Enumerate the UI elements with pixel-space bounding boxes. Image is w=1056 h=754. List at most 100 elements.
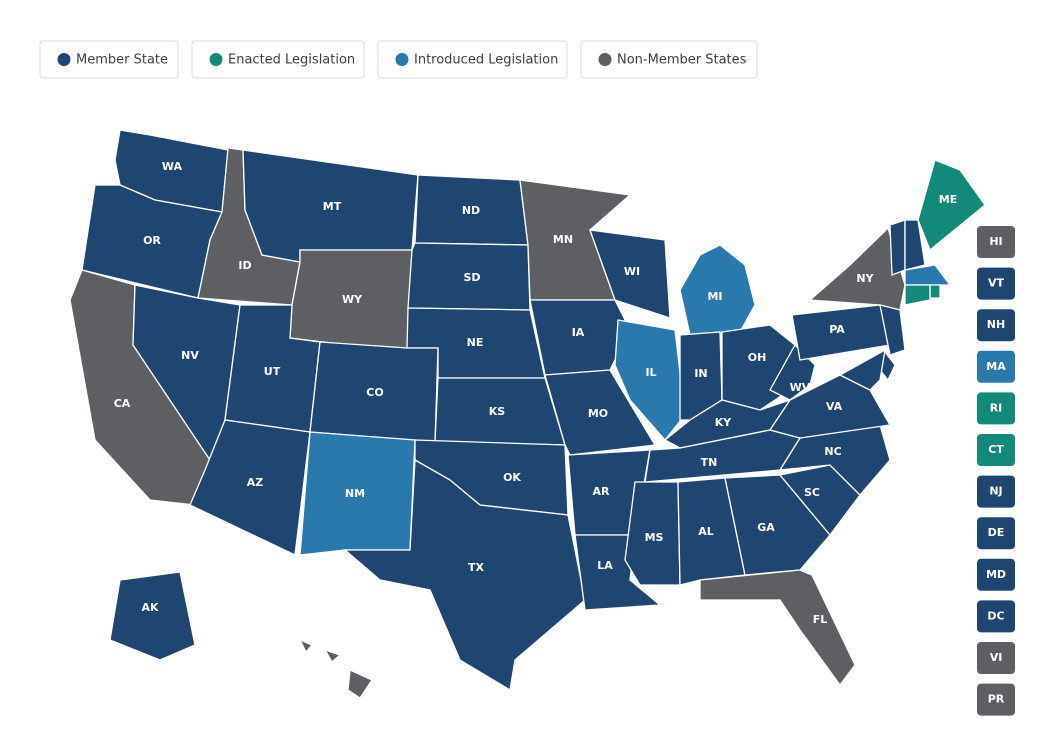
side-button[interactable]: NH [977,309,1015,342]
state-shape[interactable] [624,481,681,586]
side-button[interactable]: NJ [977,475,1015,508]
state-shape[interactable] [589,229,671,319]
state-shape[interactable] [904,284,931,306]
state-label: AK [141,601,159,614]
state-label: OK [503,471,521,484]
state-label: NC [824,445,841,458]
side-button[interactable]: MD [977,558,1015,591]
state-shape[interactable] [889,219,906,276]
side-button[interactable]: MA [977,350,1015,383]
state-label: CA [114,397,131,410]
state-shape[interactable] [109,571,196,661]
state-shape[interactable] [699,569,856,687]
side-button[interactable]: RI [977,392,1015,425]
state-label: NY [856,272,874,285]
legend-label: Enacted Legislation [228,53,355,68]
side-button[interactable]: CT [977,434,1015,466]
state-label: AL [698,525,714,538]
state-shape[interactable] [879,304,906,356]
state-shape[interactable] [347,669,373,699]
state-label: VA [826,400,843,413]
legend-swatch [209,53,223,66]
side-button-box [977,226,1015,258]
side-button[interactable]: DC [977,600,1015,633]
legend-swatch [57,53,71,66]
legend-item[interactable]: Enacted Legislation [191,40,365,79]
side-button-label: VI [990,651,1003,664]
state-label: IA [572,326,585,339]
legend-item[interactable]: Non-Member States [580,40,758,79]
legend-item[interactable]: Introduced Legislation [377,40,568,79]
state-shape[interactable] [309,341,439,443]
state-label: SD [463,271,480,284]
side-button-box [977,517,1015,550]
state-label: OR [143,234,161,247]
state-shape[interactable] [929,284,941,299]
state-label: TX [468,561,485,574]
side-button-label: MD [986,568,1006,581]
state-label: TN [701,456,718,469]
state-shape[interactable] [574,534,662,611]
state-label: KS [489,405,506,418]
legend-box [191,40,365,79]
state-shape[interactable] [323,648,342,664]
side-button-box [977,267,1015,300]
side-button-box [977,392,1015,425]
side-button-box [977,350,1015,383]
state-label: IN [694,367,707,380]
state-shape[interactable] [343,458,586,692]
side-button-box [977,642,1015,674]
legend-label: Non-Member States [617,53,747,68]
legend-label: Member State [76,53,168,68]
side-button[interactable]: DE [977,517,1015,550]
state-label: FL [813,613,828,626]
legend-label: Introduced Legislation [414,53,558,68]
side-button-label: RI [990,401,1003,414]
side-button-label: PR [988,693,1005,706]
side-button-box [977,558,1015,591]
side-button-box [977,475,1015,508]
state-label: UT [264,365,281,378]
state-label: AR [593,485,611,498]
state-label: MN [553,233,573,246]
state-shape[interactable] [544,369,657,456]
state-label: NE [467,336,484,349]
side-button-box [977,309,1015,342]
side-button-label: NH [987,318,1005,331]
state-label: NM [345,487,365,500]
state-shape[interactable] [679,244,756,336]
state-label: ME [939,193,957,206]
state-label: WA [162,160,183,173]
side-button[interactable]: VT [977,267,1015,300]
state-shape[interactable] [838,348,886,391]
legend-item[interactable]: Member State [39,40,179,79]
side-button-label: MA [986,360,1006,373]
legend-box [580,40,758,79]
side-button-label: DC [987,609,1004,622]
legend-box [39,40,179,79]
side-button-label: DE [988,526,1005,539]
state-shape[interactable] [724,474,831,576]
side-buttons: HI VT NH MA RI CT NJ DE MD DC VI PR [977,226,1015,716]
state-shape[interactable] [917,159,986,252]
side-button[interactable]: VI [977,642,1015,674]
state-label: LA [597,559,613,572]
state-label: WY [342,293,363,306]
state-label: IL [645,366,656,379]
side-button[interactable]: PR [977,683,1015,716]
state-label: MI [707,290,722,303]
state-shape[interactable] [298,638,314,654]
legend-swatch [598,53,612,66]
state-label: PA [829,323,845,336]
state-label: OH [748,351,767,364]
state-shape[interactable] [189,419,311,556]
state-label: GA [757,521,775,534]
state-label: ND [462,204,480,217]
side-button-label: HI [989,235,1002,248]
state-label: SC [804,486,820,499]
state-shape[interactable] [904,264,952,286]
state-shape[interactable] [904,219,926,271]
side-button-label: VT [988,277,1005,290]
side-button[interactable]: HI [977,226,1015,258]
